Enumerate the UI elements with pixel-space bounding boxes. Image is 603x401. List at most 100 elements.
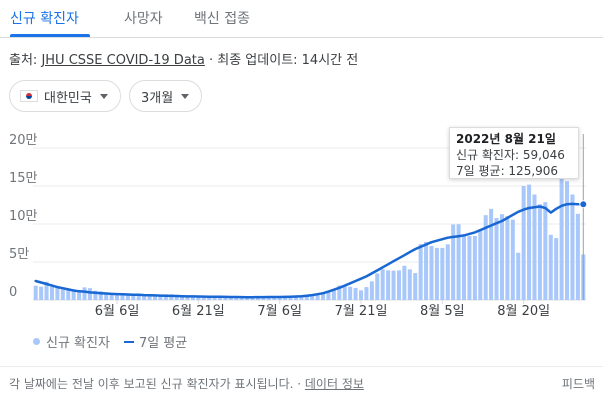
data-source-line: 출처: JHU CSSE COVID-19 Data · 최종 업데이트: 14… bbox=[9, 49, 358, 68]
case-bar bbox=[147, 295, 152, 300]
case-bar bbox=[494, 217, 499, 300]
x-tick-label: 7월 21일 bbox=[335, 304, 388, 319]
case-bar bbox=[304, 296, 309, 300]
footer-note-text: 각 날짜에는 전날 이후 보고된 신규 확진자가 표시됩니다. · bbox=[9, 377, 305, 391]
case-bar bbox=[310, 295, 315, 300]
case-bar bbox=[250, 297, 255, 300]
case-bar bbox=[66, 288, 71, 300]
case-bar bbox=[115, 293, 120, 300]
case-bar bbox=[396, 270, 401, 300]
case-bar bbox=[543, 202, 548, 300]
case-bar bbox=[380, 269, 385, 300]
chevron-down-icon bbox=[181, 93, 190, 99]
case-bar bbox=[185, 296, 190, 300]
case-bar bbox=[207, 297, 212, 300]
legend-bar-swatch-icon bbox=[33, 338, 40, 345]
case-bar bbox=[49, 286, 54, 300]
tab-new-cases[interactable]: 신규 확진자 bbox=[10, 11, 79, 27]
case-bar bbox=[93, 290, 98, 300]
last-updated: · 최종 업데이트: 14시간 전 bbox=[204, 53, 359, 68]
case-bar bbox=[516, 252, 521, 300]
y-tick-label: 20만 bbox=[9, 133, 38, 148]
case-bar bbox=[174, 295, 179, 300]
country-dropdown[interactable]: 대한민국 bbox=[9, 80, 121, 112]
case-bar bbox=[218, 296, 223, 300]
case-bar bbox=[60, 287, 65, 300]
x-tick-label: 6월 6일 bbox=[95, 304, 140, 319]
tab-deaths[interactable]: 사망자 bbox=[124, 11, 163, 27]
case-bar bbox=[434, 247, 439, 300]
case-bar bbox=[299, 296, 304, 300]
case-bar bbox=[266, 296, 271, 300]
case-bar bbox=[196, 296, 201, 300]
case-bar bbox=[120, 293, 125, 300]
tooltip-cases: 신규 확진자: 59,046 bbox=[456, 148, 565, 162]
case-bar bbox=[223, 297, 228, 300]
case-bar bbox=[104, 292, 109, 300]
x-tick-label: 7월 6일 bbox=[257, 304, 302, 319]
case-bar bbox=[348, 286, 353, 300]
case-bar bbox=[445, 244, 450, 300]
case-bar bbox=[142, 295, 147, 300]
case-bar bbox=[402, 265, 407, 300]
chart-tooltip: 2022년 8월 21일 신규 확진자: 59,046 7일 평균: 125,9… bbox=[449, 127, 579, 179]
case-bar bbox=[277, 297, 282, 300]
range-dropdown-label: 3개월 bbox=[141, 90, 174, 106]
case-bar bbox=[575, 213, 580, 300]
case-bar bbox=[337, 285, 342, 300]
case-bar bbox=[554, 238, 559, 300]
case-bar bbox=[467, 236, 472, 300]
case-bar bbox=[451, 224, 456, 300]
case-bar bbox=[234, 297, 239, 300]
case-bar bbox=[228, 297, 233, 300]
case-bar bbox=[548, 234, 553, 300]
case-bar bbox=[261, 296, 266, 300]
tab-vaccinations[interactable]: 백신 접종 bbox=[194, 11, 250, 27]
case-bar bbox=[321, 292, 326, 300]
y-tick-label: 15만 bbox=[9, 171, 38, 186]
data-info-link[interactable]: 데이터 정보 bbox=[304, 377, 364, 391]
cases-chart[interactable]: 0 5만 10만 15만 20만 6월 6일 6월 21일 7월 6일 7월 21일 8월 5일… bbox=[0, 118, 603, 330]
x-tick-label: 6월 21일 bbox=[172, 304, 225, 319]
source-link[interactable]: JHU CSSE COVID-19 Data bbox=[41, 53, 205, 68]
case-bar bbox=[331, 290, 336, 300]
case-bar bbox=[532, 194, 537, 300]
tooltip-date: 2022년 8월 21일 bbox=[456, 132, 556, 146]
chart-legend: 신규 확진자 7일 평균 bbox=[33, 332, 187, 351]
case-bar bbox=[201, 297, 206, 300]
case-bar bbox=[169, 294, 174, 300]
case-bar bbox=[190, 296, 195, 300]
case-bar bbox=[407, 269, 412, 300]
case-bar bbox=[462, 236, 467, 300]
case-bar bbox=[353, 287, 358, 300]
case-bar bbox=[424, 241, 429, 300]
active-tab-indicator bbox=[10, 34, 90, 37]
case-bar bbox=[358, 290, 364, 300]
south-korea-flag-icon bbox=[20, 90, 38, 102]
case-bar bbox=[293, 297, 298, 300]
case-bar bbox=[44, 281, 49, 300]
case-bar bbox=[272, 297, 277, 300]
case-bar bbox=[505, 216, 510, 300]
hover-point-marker bbox=[579, 200, 588, 209]
case-bar bbox=[521, 185, 526, 300]
case-bar bbox=[429, 245, 434, 300]
case-bar bbox=[109, 292, 114, 300]
case-bar bbox=[77, 291, 82, 300]
range-dropdown[interactable]: 3개월 bbox=[129, 80, 202, 112]
x-tick-label: 8월 5일 bbox=[420, 304, 465, 319]
case-bar bbox=[71, 289, 76, 300]
case-bar bbox=[391, 270, 396, 300]
case-bar bbox=[364, 287, 369, 300]
case-bar bbox=[136, 294, 141, 300]
chevron-down-icon bbox=[99, 93, 108, 99]
case-bar bbox=[239, 297, 244, 300]
legend-avg-label: 7일 평균 bbox=[138, 336, 188, 351]
case-bar bbox=[565, 181, 570, 300]
y-tick-label: 0 bbox=[9, 285, 17, 300]
case-bar bbox=[245, 297, 250, 300]
case-bar bbox=[98, 291, 103, 300]
feedback-link[interactable]: 피드백 bbox=[561, 377, 595, 391]
case-bar bbox=[478, 229, 483, 300]
tooltip-average: 7일 평균: 125,906 bbox=[456, 164, 559, 178]
